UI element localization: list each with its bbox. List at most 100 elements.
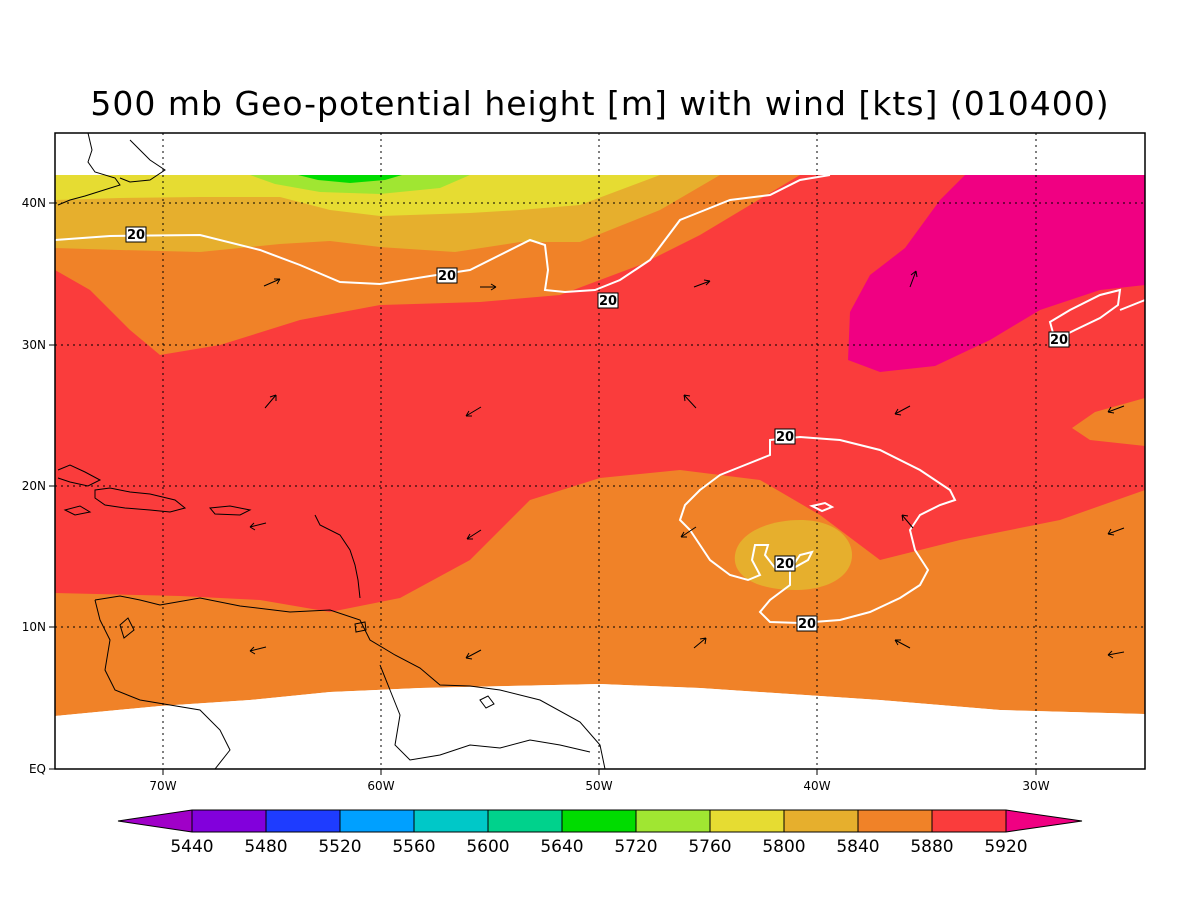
wind-arrow	[693, 637, 707, 649]
contour-label-7: 20	[796, 615, 818, 632]
svg-text:20: 20	[599, 294, 617, 309]
wind-arrow	[1107, 527, 1125, 536]
fill-5960-region	[848, 175, 1145, 372]
colorbar-cell-5600	[488, 810, 562, 832]
wind-contour-east-edge	[1119, 299, 1145, 311]
wind-arrow	[480, 283, 497, 291]
colorbar-label: 5920	[984, 837, 1027, 857]
coastline-puerto-rico	[209, 505, 252, 516]
coastline-trinidad	[354, 621, 367, 633]
wind-arrow	[466, 529, 482, 540]
contour-label-4: 20	[1048, 331, 1070, 348]
fill-5760-band	[250, 175, 470, 194]
x-tick-label-40w: 40W	[803, 779, 830, 793]
plot-area: 20 20 20 20 20 20 20	[55, 133, 1145, 769]
colorbar-label: 5560	[392, 837, 435, 857]
x-tick-label-50w: 50W	[585, 779, 612, 793]
plot-frame	[54, 132, 1146, 770]
fill-5880-island	[1072, 398, 1145, 446]
coastlines	[57, 133, 606, 769]
wind-arrow	[263, 278, 281, 287]
colorbar-arrow-high	[1006, 810, 1082, 832]
contour-label-6: 20	[774, 555, 796, 572]
wind-arrow	[680, 526, 697, 538]
wind-arrow	[249, 646, 267, 655]
coastline-cuba	[57, 464, 102, 487]
wind-contour-gyre-inner	[809, 501, 835, 513]
wind-arrow	[683, 394, 697, 409]
contour-label-1: 20	[125, 226, 147, 243]
contour-label-3: 20	[597, 292, 619, 309]
colorbar-cell-5760	[710, 810, 784, 832]
y-tick-label-20n: 20N	[22, 479, 46, 493]
wind-contour-gyre	[678, 435, 957, 625]
coastline-guyana	[379, 664, 591, 761]
colorbar-cell-5720	[636, 810, 710, 832]
colorbar-label: 5720	[614, 837, 657, 857]
colorbar-cell-5800	[784, 810, 858, 832]
contour-label-5: 20	[774, 428, 796, 445]
graticule	[55, 133, 1145, 769]
colorbar-cell-5480	[266, 810, 340, 832]
x-tick-label-60w: 60W	[367, 779, 394, 793]
svg-text:20: 20	[438, 269, 456, 284]
wind-arrow	[693, 279, 711, 288]
tick-marks	[49, 202, 1037, 775]
colorbar-cell-5520	[340, 810, 414, 832]
coastline-jamaica	[63, 505, 92, 516]
colorbar-cell-5640	[562, 810, 636, 832]
wind-arrow	[1107, 650, 1125, 659]
colorbar-label: 5480	[244, 837, 287, 857]
fill-5800-band	[55, 175, 660, 216]
wind-arrow	[465, 649, 482, 660]
colorbar: 5440 5480 5520 5560 5600 5640 5720 5760 …	[117, 809, 1083, 857]
colorbar-label: 5800	[762, 837, 805, 857]
colorbar-label: 5600	[466, 837, 509, 857]
wind-arrow	[264, 394, 277, 409]
colorbar-cell-5560	[414, 810, 488, 832]
wind-arrow	[894, 639, 911, 649]
colorbar-label: 5840	[836, 837, 879, 857]
map-title: 500 mb Geo-potential height [m] with win…	[90, 84, 1109, 123]
coastline-colombia-interior	[94, 599, 231, 769]
colorbar-label: 5440	[170, 837, 213, 857]
wind-arrow	[894, 405, 911, 416]
no-data-bottom-edge	[55, 684, 1145, 769]
wind-arrow	[901, 514, 914, 529]
no-data-top	[55, 133, 1145, 175]
wind-arrow	[465, 406, 482, 417]
svg-text:20: 20	[1050, 333, 1068, 348]
colorbar-label: 5880	[910, 837, 953, 857]
svg-text:20: 20	[798, 617, 816, 632]
colorbar-cell-5880	[932, 810, 1006, 832]
x-tick-label-70w: 70W	[149, 779, 176, 793]
contour-label-2: 20	[436, 267, 458, 284]
svg-text:20: 20	[127, 228, 145, 243]
coastline-hispaniola	[94, 487, 187, 513]
wind-arrow	[1107, 405, 1125, 414]
y-tick-label-eq: EQ	[29, 762, 46, 776]
fill-5720-band	[298, 175, 402, 183]
colorbar-cell-5840	[858, 810, 932, 832]
y-tick-label-10n: 10N	[22, 620, 46, 634]
coastline-lake-maracaibo	[119, 617, 135, 639]
wind-arrow	[249, 522, 267, 531]
x-tick-label-30w: 30W	[1022, 779, 1049, 793]
wind-contour-north	[55, 174, 831, 294]
y-tick-label-30n: 30N	[22, 338, 46, 352]
colorbar-label: 5520	[318, 837, 361, 857]
colorbar-label: 5640	[540, 837, 583, 857]
wind-vectors	[249, 270, 1125, 660]
colorbar-label: 5760	[688, 837, 731, 857]
colorbar-arrow-low	[118, 810, 192, 832]
coastline-river-mouth	[479, 695, 495, 709]
svg-text:20: 20	[776, 430, 794, 445]
svg-text:20: 20	[776, 557, 794, 572]
coastline-north-america	[57, 133, 121, 206]
coastline-lesser-antilles	[314, 514, 361, 599]
fill-5840-island	[734, 520, 852, 590]
wind-arrow	[909, 270, 918, 288]
colorbar-cell-5440	[192, 810, 266, 832]
y-tick-label-40n: 40N	[22, 196, 46, 210]
